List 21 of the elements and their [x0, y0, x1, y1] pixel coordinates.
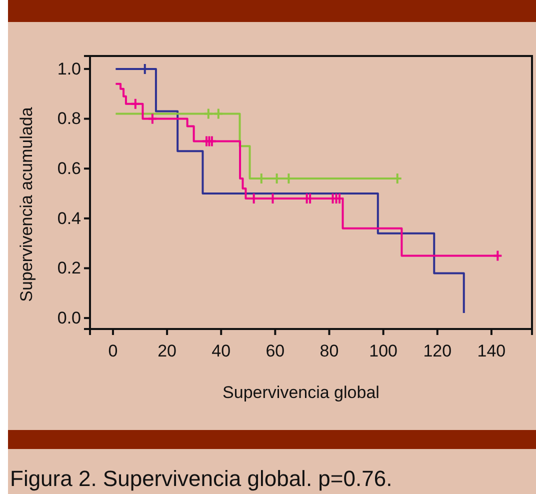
- y-tick-label: 0.6: [57, 159, 81, 178]
- y-tick-label: 1.0: [57, 59, 81, 78]
- point: [213, 108, 224, 120]
- x-tick-label: 0: [108, 342, 118, 361]
- y-tick-label: 0.0: [57, 308, 81, 328]
- x-tick-label: 40: [212, 342, 231, 361]
- y-axis-title: Supervivencia acumulada: [17, 106, 36, 302]
- point: [130, 98, 140, 110]
- x-tick-label: 20: [158, 342, 177, 361]
- y-tick-label: 0.2: [57, 258, 81, 278]
- point: [147, 112, 158, 125]
- x-tick-label: 120: [423, 342, 452, 361]
- point: [203, 108, 214, 120]
- y-tick-label: 0.4: [57, 208, 81, 228]
- x-tick-label: 140: [477, 342, 506, 361]
- x-tick-label: 100: [369, 342, 398, 361]
- y-tick-label: 0.8: [57, 109, 81, 128]
- x-tick-label: 80: [320, 342, 339, 361]
- text: Figura 2. Supervivencia global. p=0.76.: [10, 466, 392, 491]
- x-axis-title: Supervivencia global: [222, 383, 380, 402]
- x-tick-label: 60: [266, 342, 285, 361]
